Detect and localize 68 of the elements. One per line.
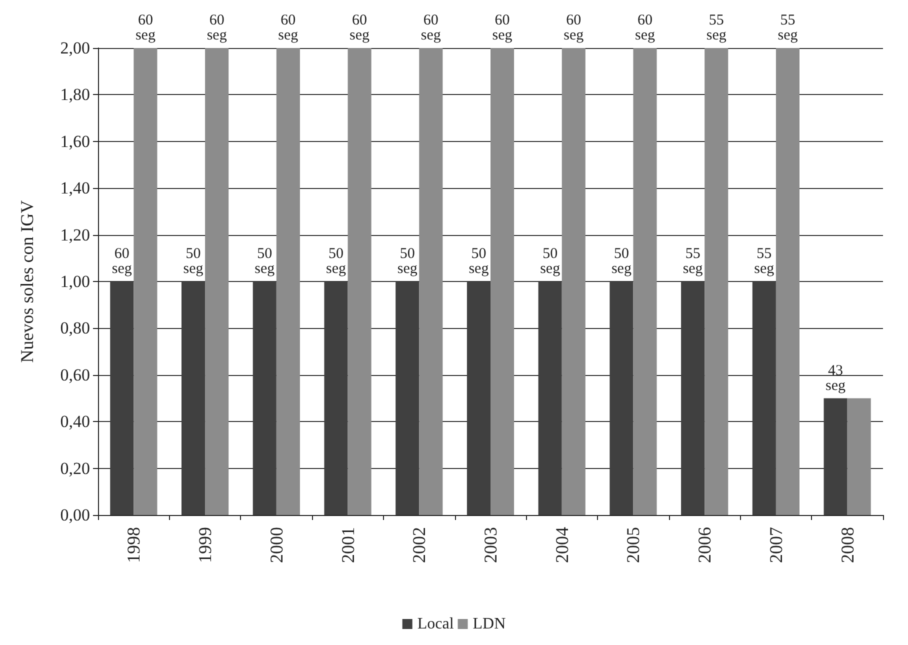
annotation: 60 seg [492, 12, 513, 44]
bar [419, 48, 443, 515]
annotation: 60 seg [350, 12, 370, 44]
bar [396, 282, 420, 515]
bar [681, 282, 705, 515]
bar [776, 48, 800, 515]
y-axis-title: Nuevos soles con IGV [17, 200, 37, 363]
x-tick-label: 1998 [124, 527, 144, 563]
annotation: 55 seg [706, 12, 727, 44]
annotation: 50 seg [611, 246, 632, 277]
legend-label: LDN [472, 616, 506, 632]
bar [824, 398, 848, 515]
annotation: 50 seg [397, 246, 418, 277]
bar [562, 48, 586, 515]
annotation: 60 seg [135, 12, 156, 44]
y-tick-label: 1,20 [60, 225, 90, 244]
annotation: 50 seg [540, 246, 561, 277]
x-tick-label: 2007 [766, 527, 786, 563]
y-tick-label: 0,00 [60, 506, 90, 524]
annotation: 60 seg [420, 12, 442, 44]
bar [752, 282, 776, 515]
x-tick-label: 2006 [694, 527, 715, 563]
bar [466, 282, 490, 515]
x-tick-label: 2008 [837, 527, 858, 563]
annotation: 50 seg [254, 246, 276, 277]
y-tick-label: 2,00 [60, 38, 90, 58]
y-tick-label: 1,60 [60, 132, 90, 151]
bar [348, 48, 372, 515]
x-tick-label: 1999 [195, 527, 216, 563]
x-tick-label: 2001 [338, 527, 358, 563]
y-tick-label: 1,80 [60, 85, 90, 104]
bar [110, 282, 134, 515]
y-tick-label: 0,40 [60, 412, 90, 432]
bar [633, 48, 657, 515]
y-tick-label: 0,20 [60, 458, 90, 478]
x-tick-label: 2005 [623, 527, 644, 563]
annotation: 55 seg [682, 246, 704, 277]
bar [276, 48, 300, 515]
y-tick-label: 0,60 [60, 365, 90, 384]
annotation: 50 seg [468, 246, 490, 277]
annotation: 60 seg [564, 12, 584, 44]
bar [205, 48, 229, 515]
annotation: 55 seg [754, 246, 775, 277]
annotation: 50 seg [183, 246, 204, 277]
annotation: 60 seg [635, 12, 656, 44]
bar [610, 282, 634, 515]
bar [181, 282, 206, 515]
annotation: 55 seg [778, 12, 798, 44]
legend-label: Local [417, 616, 454, 632]
bar [847, 398, 871, 515]
annotation: 60 seg [112, 246, 132, 277]
y-tick-label: 1,40 [60, 178, 90, 198]
annotation: 60 seg [278, 12, 299, 44]
x-tick-label: 2004 [552, 527, 572, 563]
annotation: 60 seg [206, 12, 228, 44]
bar [704, 48, 728, 515]
x-tick-label: 2003 [480, 527, 500, 563]
y-tick-label: 0,80 [60, 318, 90, 338]
bar [134, 48, 158, 515]
bar [324, 282, 348, 515]
bar [538, 282, 562, 515]
y-tick-label: 1,00 [60, 272, 90, 291]
x-tick-label: 2000 [266, 527, 286, 563]
annotation: 43 seg [826, 362, 846, 394]
bar [490, 48, 514, 515]
bar [252, 282, 276, 515]
x-tick-label: 2002 [409, 527, 430, 563]
annotation: 50 seg [326, 246, 346, 277]
